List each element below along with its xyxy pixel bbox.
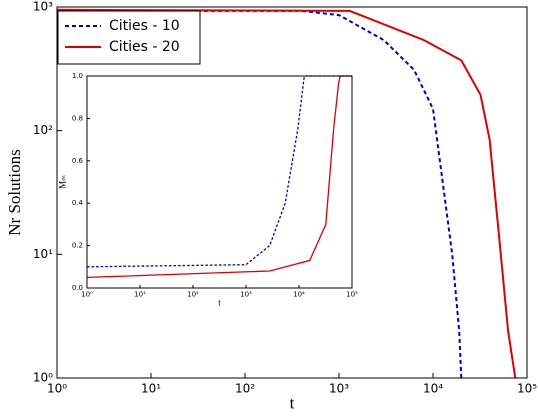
y-tick-label: 0.2 — [72, 242, 83, 250]
x-tick-label: 10¹ — [134, 290, 146, 298]
y-axis-label: Nr Solutions — [5, 149, 24, 235]
x-tick-label: 10³ — [329, 381, 349, 395]
x-tick-label: 10² — [187, 290, 199, 298]
y-tick-label: 0.0 — [72, 284, 83, 292]
y-tick-label: 10² — [33, 123, 53, 137]
axes-frame — [86, 75, 353, 289]
legend-box — [57, 10, 201, 65]
legend-label: Cities - 20 — [109, 39, 180, 55]
x-tick-label: 10³ — [240, 290, 252, 298]
y-tick-label: 10⁰ — [33, 371, 53, 385]
x-tick-label: 10⁵ — [517, 381, 537, 395]
y-tick-label: 0.4 — [72, 199, 84, 207]
x-tick-label: 10⁰ — [47, 381, 67, 395]
x-axis-label: t — [290, 393, 295, 412]
series-line — [86, 75, 352, 268]
x-tick-label: 10² — [235, 381, 255, 395]
x-axis-label: t — [218, 297, 221, 307]
series-line — [57, 9, 463, 379]
inset-background — [87, 76, 352, 288]
axes-frame — [56, 6, 528, 379]
x-tick-label: 10⁵ — [346, 290, 358, 298]
y-tick-label: 1.0 — [72, 72, 83, 80]
x-tick-label: 10⁴ — [293, 290, 305, 298]
y-tick-label: 10³ — [33, 0, 53, 14]
y-tick-label: 0.6 — [72, 157, 84, 165]
y-tick-label: 0.8 — [72, 114, 83, 122]
y-axis-label: Mₘ — [57, 175, 67, 189]
legend-label: Cities - 10 — [109, 18, 180, 34]
x-tick-label: 10⁰ — [81, 290, 93, 298]
x-tick-label: 10⁴ — [423, 381, 443, 395]
series-line — [56, 8, 517, 379]
series-line — [86, 75, 352, 279]
y-tick-label: 10¹ — [33, 247, 53, 261]
x-tick-label: 10¹ — [141, 381, 161, 395]
